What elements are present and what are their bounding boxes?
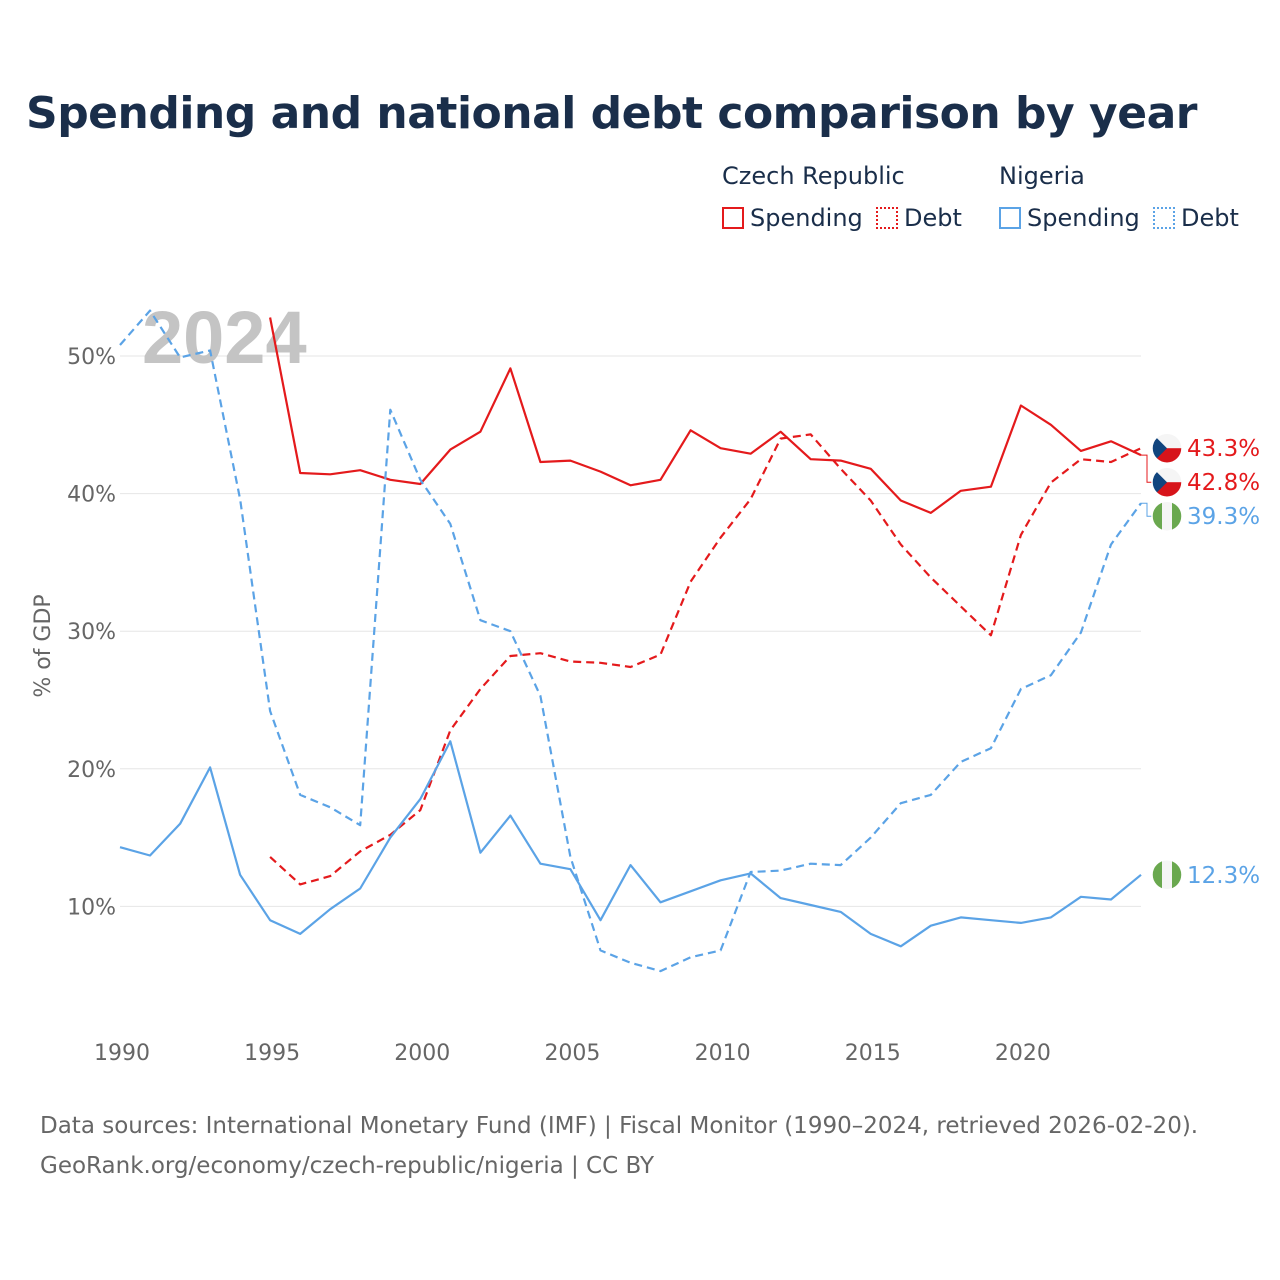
legend-group-czech: Czech Republic xyxy=(722,162,905,190)
label-connector xyxy=(1141,502,1153,517)
legend-nigeria-spending[interactable]: Spending xyxy=(999,204,1140,232)
czech-flag-icon xyxy=(1151,432,1183,464)
x-tick-label: 2000 xyxy=(394,1041,450,1066)
sources-line-1: Data sources: International Monetary Fun… xyxy=(40,1113,1199,1139)
end-value-label: 12.3% xyxy=(1187,863,1260,889)
y-tick-label: 10% xyxy=(67,895,116,920)
legend-swatch-solid-blue xyxy=(999,207,1021,229)
x-tick-label: 2005 xyxy=(544,1041,600,1066)
series-line-czech-republic-debt[interactable] xyxy=(269,433,1142,886)
sources-line-2[interactable]: GeoRank.org/economy/czech-republic/niger… xyxy=(40,1153,655,1179)
legend-swatch-dotted-blue xyxy=(1153,207,1175,229)
x-tick-label: 2015 xyxy=(845,1041,901,1066)
legend-label: Debt xyxy=(904,204,962,232)
legend-czech-debt[interactable]: Debt xyxy=(876,204,962,232)
x-tick-label: 1995 xyxy=(244,1041,300,1066)
legend-group-nigeria: Nigeria xyxy=(999,162,1085,190)
end-value-label: 42.8% xyxy=(1187,470,1260,496)
legend-czech-spending[interactable]: Spending xyxy=(722,204,863,232)
end-value-label: 43.3% xyxy=(1187,436,1260,462)
y-tick-label: 40% xyxy=(67,483,116,508)
nigeria-flag-icon xyxy=(1151,500,1183,532)
x-tick-label: 2010 xyxy=(695,1041,751,1066)
y-tick-label: 50% xyxy=(67,345,116,370)
nigeria-flag-icon xyxy=(1151,859,1183,891)
legend-label: Debt xyxy=(1181,204,1239,232)
y-axis-label: % of GDP xyxy=(31,594,56,697)
series-line-czech-republic-spending[interactable] xyxy=(269,317,1142,515)
chart-title: Spending and national debt comparison by… xyxy=(26,88,1197,139)
y-tick-label: 30% xyxy=(67,620,116,645)
y-tick-label: 20% xyxy=(67,758,116,783)
label-connector xyxy=(1141,454,1153,483)
x-tick-label: 1990 xyxy=(94,1041,150,1066)
series-line-nigeria-spending[interactable] xyxy=(119,740,1142,948)
series-line-nigeria-debt[interactable] xyxy=(119,309,1142,973)
x-tick-label: 2020 xyxy=(995,1041,1051,1066)
data-sources: Data sources: International Monetary Fun… xyxy=(40,1106,1198,1186)
legend-label: Spending xyxy=(750,204,863,232)
czech-flag-icon xyxy=(1151,466,1183,498)
legend-swatch-dotted-red xyxy=(876,207,898,229)
legend-nigeria-debt[interactable]: Debt xyxy=(1153,204,1239,232)
end-value-label: 39.3% xyxy=(1187,504,1260,530)
legend-swatch-solid-red xyxy=(722,207,744,229)
year-watermark: 2024 xyxy=(142,296,307,379)
legend-label: Spending xyxy=(1027,204,1140,232)
